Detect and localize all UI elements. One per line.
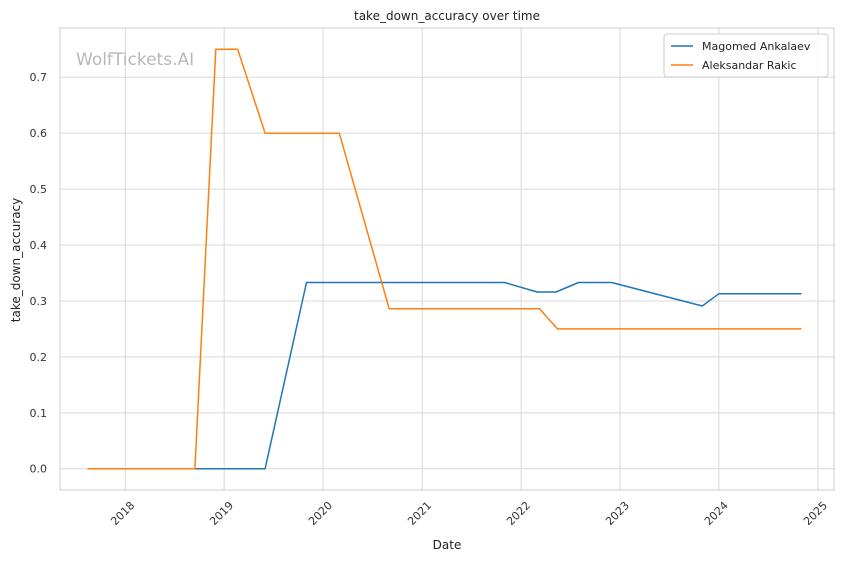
y-tick-label: 0.1 [30,407,48,420]
x-tick-label: 2024 [702,499,731,528]
watermark-text: WolfTickets.AI [76,50,194,70]
chart-title: take_down_accuracy over time [354,9,540,23]
x-tick-label: 2020 [306,499,335,528]
legend: Magomed Ankalaev Aleksandar Rakic [663,33,829,78]
x-tick-label: 2022 [504,499,533,528]
x-tick-label: 2019 [207,499,236,528]
y-axis: 0.0 0.1 0.2 0.3 0.4 0.5 0.6 0.7 [30,71,48,476]
x-tick-label: 2018 [108,499,137,528]
legend-box [663,33,829,78]
x-tick-label: 2025 [801,499,830,528]
legend-entry-label: Aleksandar Rakic [702,59,797,72]
x-axis: 2018 2019 2020 2021 2022 2023 2024 2025 [108,499,830,528]
plot-area [59,27,835,491]
series-line-aleksandar-rakic [87,48,802,470]
y-axis-label: take_down_accuracy [9,198,23,322]
series-layer [87,48,802,470]
grid [60,28,834,490]
y-tick-label: 0.4 [30,239,48,252]
y-tick-label: 0.3 [30,295,48,308]
legend-entry-label: Magomed Ankalaev [702,40,811,53]
x-tick-label: 2021 [405,499,434,528]
x-tick-label: 2023 [603,499,632,528]
y-tick-label: 0.2 [30,351,48,364]
y-tick-label: 0.6 [30,127,48,140]
x-axis-label: Date [433,538,462,552]
y-tick-label: 0.5 [30,183,48,196]
y-tick-label: 0.0 [30,463,48,476]
y-tick-label: 0.7 [30,71,48,84]
series-line-magomed-ankalaev [141,281,802,470]
